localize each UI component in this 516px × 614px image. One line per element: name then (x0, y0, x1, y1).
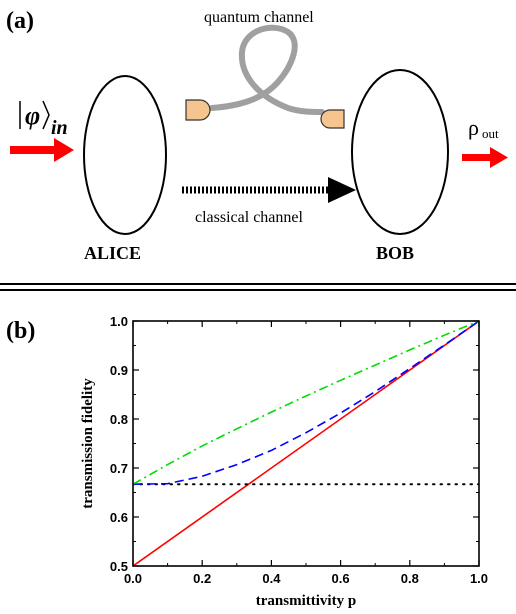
quantum-channel-label: quantum channel (204, 9, 314, 26)
output-rho: ρ (468, 115, 479, 140)
y-tick-label: 0.9 (110, 363, 128, 378)
x-tick-label: 0.8 (401, 571, 419, 586)
x-tick-label: 1.0 (470, 571, 488, 586)
series-line-dashed (133, 321, 479, 485)
x-tick-label: 0.2 (193, 571, 211, 586)
panel-a-label: (a) (6, 8, 34, 34)
series-line-dashdot (133, 321, 479, 485)
bob-node (351, 69, 449, 235)
input-arrow-shaft (10, 146, 56, 154)
series-line-solid (133, 321, 479, 566)
output-arrow-head (490, 147, 508, 168)
alice-detector-icon (185, 99, 211, 121)
alice-node (83, 75, 167, 235)
alice-label: ALICE (84, 243, 141, 263)
output-arrow-shaft (462, 154, 492, 161)
y-tick-label: 0.7 (110, 461, 128, 476)
x-tick-label: 0.4 (262, 571, 281, 586)
input-subscript: in (51, 117, 68, 139)
y-tick-label: 1.0 (110, 314, 128, 329)
y-tick-label: 0.6 (110, 510, 128, 525)
classical-arrow-head (328, 177, 356, 203)
x-tick-label: 0.0 (124, 571, 142, 586)
classical-channel-label: classical channel (195, 209, 304, 226)
x-tick-label: 0.6 (332, 571, 350, 586)
panel-b: (b) 0.0 0.2 0.4 0.6 0.8 1.0 0.5 0.6 0.7 0.8 0.9 1.0… (6, 314, 488, 609)
output-subscript: out (482, 126, 499, 141)
panel-b-label: (b) (6, 318, 35, 344)
x-axis-label: transmittivity p (256, 593, 356, 609)
bob-label: BOB (376, 243, 414, 263)
y-tick-label: 0.8 (110, 412, 128, 427)
y-axis-label: transmission fidelity (80, 378, 96, 509)
y-tick-label: 0.5 (110, 559, 128, 574)
fidelity-chart: 0.0 0.2 0.4 0.6 0.8 1.0 0.5 0.6 0.7 0.8 0.9 1.0 tran… (80, 314, 488, 609)
panel-a: (a) quantum channel classical channel φ … (6, 8, 508, 263)
input-state-ket: φ in (19, 100, 68, 139)
quantum-fiber-loop (209, 24, 325, 115)
input-phi: φ (25, 101, 40, 130)
input-arrow-head (54, 138, 74, 162)
bob-detector-icon (320, 109, 345, 129)
